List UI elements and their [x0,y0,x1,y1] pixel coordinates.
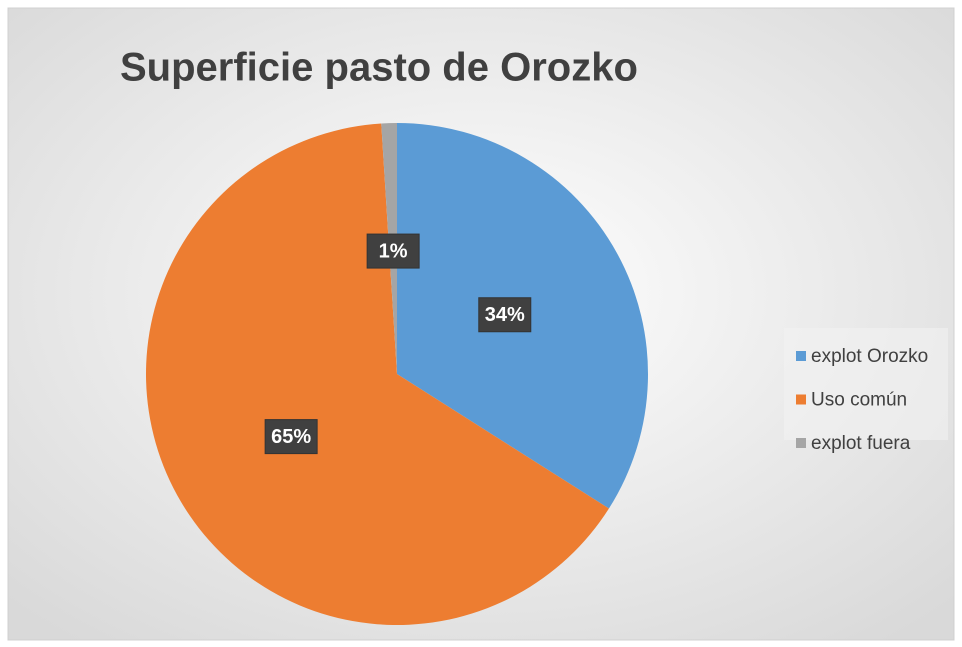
legend-label: Uso común [811,390,907,411]
pie-slice [145,123,609,625]
data-label-box [366,233,420,269]
legend-label: explot fuera [811,433,911,454]
legend-swatch [796,394,806,405]
data-label-box [264,419,318,455]
data-label: 34% [485,304,525,326]
legend-swatch [796,438,806,448]
chart-title: Superficie pasto de Orozko [120,46,638,90]
data-label: 1% [379,240,408,262]
legend-label: explot Orozko [811,346,928,367]
data-label: 65% [271,426,311,448]
legend-box [784,328,948,440]
data-label-box [478,297,532,333]
legend-swatch [796,351,806,361]
